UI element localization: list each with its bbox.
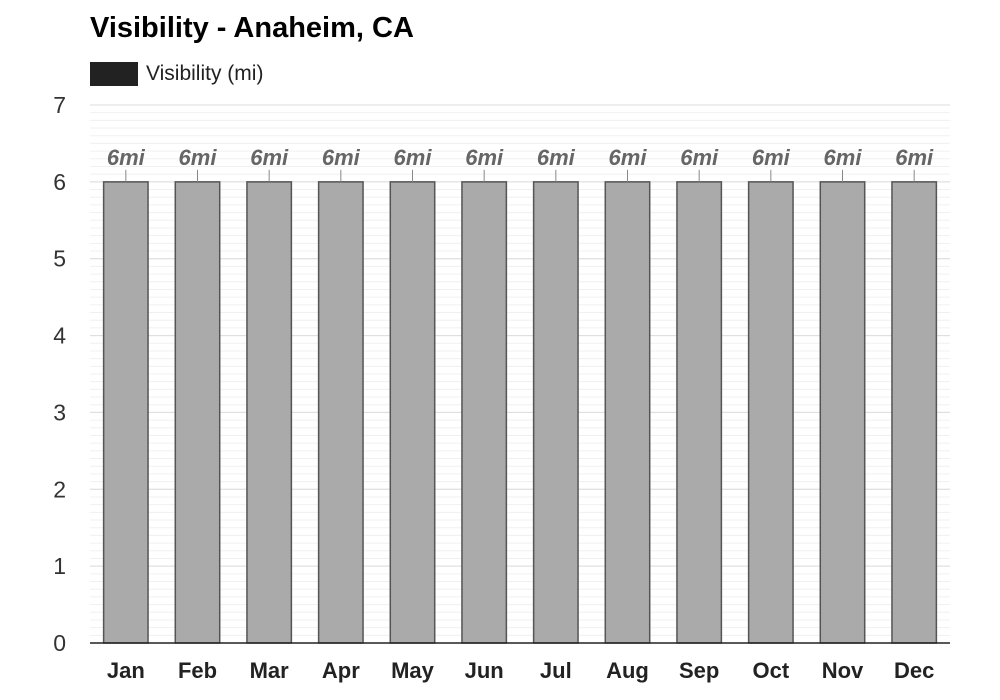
y-tick-label: 7 bbox=[53, 92, 66, 118]
y-tick-label: 4 bbox=[53, 323, 66, 349]
x-tick-label: Dec bbox=[894, 658, 934, 683]
y-tick-label: 5 bbox=[53, 246, 66, 272]
x-tick-label: Feb bbox=[178, 658, 217, 683]
bar bbox=[317, 181, 364, 644]
y-tick-label: 6 bbox=[53, 169, 66, 195]
data-label: 6mi bbox=[537, 145, 576, 170]
x-tick-label: Apr bbox=[322, 658, 360, 683]
x-tick-label: Jan bbox=[107, 658, 145, 683]
data-label: 6mi bbox=[465, 145, 504, 170]
data-label: 6mi bbox=[752, 145, 791, 170]
x-tick-label: Oct bbox=[752, 658, 789, 683]
x-axis: Jan Feb Mar Apr May Jun Jul Aug Sep Oct Nov Dec bbox=[107, 658, 934, 683]
data-label: 6mi bbox=[609, 145, 648, 170]
x-tick-label: Nov bbox=[822, 658, 864, 683]
y-axis: 0 1 2 3 4 5 6 7 bbox=[53, 92, 66, 656]
bar bbox=[461, 181, 508, 644]
data-label: 6mi bbox=[179, 145, 218, 170]
chart-title: Visibility - Anaheim, CA bbox=[90, 12, 414, 44]
legend-label: Visibility (mi) bbox=[146, 62, 264, 85]
bar bbox=[389, 181, 436, 644]
bar bbox=[676, 181, 723, 644]
data-label: 6mi bbox=[394, 145, 433, 170]
data-label: 6mi bbox=[322, 145, 361, 170]
x-tick-label: Mar bbox=[250, 658, 290, 683]
legend: Visibility (mi) bbox=[90, 62, 263, 86]
x-tick-label: Sep bbox=[679, 658, 719, 683]
bar bbox=[604, 181, 651, 644]
x-tick-label: Jul bbox=[540, 658, 572, 683]
bar bbox=[747, 181, 794, 644]
bar bbox=[819, 181, 866, 644]
bar bbox=[532, 181, 579, 644]
bars: 6mi 6mi 6mi 6mi 6mi 6mi 6mi 6mi 6mi 6mi 6mi 6mi bbox=[102, 145, 938, 644]
y-tick-label: 1 bbox=[53, 553, 66, 579]
data-label: 6mi bbox=[824, 145, 863, 170]
data-label: 6mi bbox=[250, 145, 289, 170]
data-label: 6mi bbox=[107, 145, 146, 170]
y-tick-label: 3 bbox=[53, 399, 66, 425]
legend-swatch bbox=[90, 62, 138, 86]
y-tick-label: 2 bbox=[53, 476, 66, 502]
x-tick-label: Jun bbox=[465, 658, 504, 683]
data-label: 6mi bbox=[680, 145, 719, 170]
x-tick-label: May bbox=[391, 658, 435, 683]
bar bbox=[246, 181, 293, 644]
bar bbox=[891, 181, 938, 644]
bar bbox=[102, 181, 149, 644]
bar bbox=[174, 181, 221, 644]
data-label: 6mi bbox=[895, 145, 934, 170]
y-tick-label: 0 bbox=[53, 630, 66, 656]
x-tick-label: Aug bbox=[606, 658, 649, 683]
